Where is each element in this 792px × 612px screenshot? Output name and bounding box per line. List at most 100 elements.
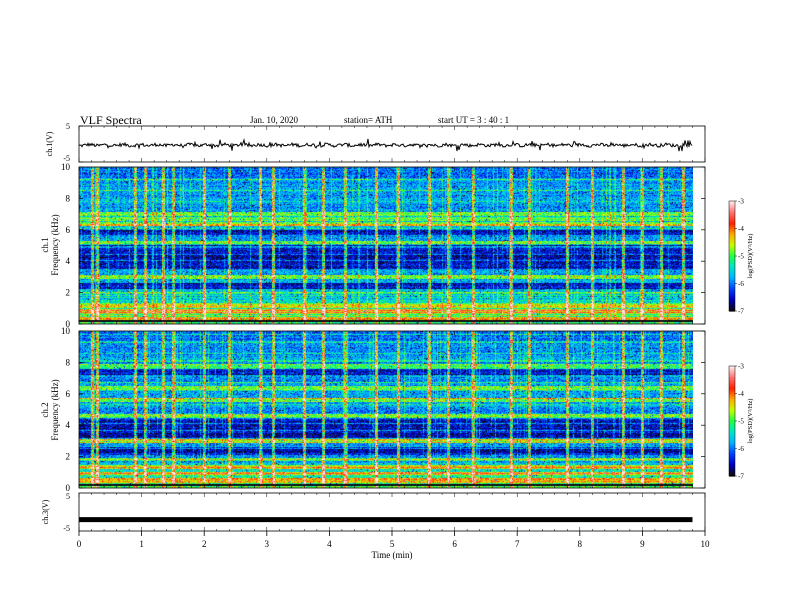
freq-tick-label: 0 xyxy=(66,483,71,493)
freq-tick-label: 2 xyxy=(66,452,71,462)
colorbar-segment xyxy=(729,276,735,279)
colorbar-segment xyxy=(729,454,735,457)
ch3-ytick-top: 5 xyxy=(66,492,70,501)
ch2-spectrogram-ylabel-channel: ch.2 xyxy=(40,402,50,417)
colorbar-segment xyxy=(729,292,735,296)
colorbar-tick-label: -3 xyxy=(738,198,744,206)
freq-tick-label: 4 xyxy=(66,420,71,430)
colorbar-segment xyxy=(729,457,735,461)
colorbar-segment xyxy=(729,296,735,299)
ch1-spectrogram-ylabel-channel: ch.1 xyxy=(40,237,50,252)
colorbar-segment xyxy=(729,232,735,235)
colorbar-segment xyxy=(729,450,735,453)
time-tick-label: 6 xyxy=(452,539,457,549)
colorbar-segment xyxy=(729,424,735,428)
time-tick-label: 10 xyxy=(701,539,711,549)
ch1-waveform-ylabel: ch.1(V) xyxy=(45,131,54,156)
colorbar-segment xyxy=(729,419,735,422)
colorbar-segment xyxy=(729,228,735,231)
colorbar-segment xyxy=(729,443,735,446)
ch1-colorbar: -3 -4 -5 -6 -7 log(PSD)(V²/Hz) xyxy=(728,198,754,316)
colorbar-segment xyxy=(729,410,735,413)
colorbar-segment xyxy=(729,468,735,472)
ch1-spectrogram-ylabel-freq: Frequency (kHz) xyxy=(50,214,60,275)
colorbar-segment xyxy=(729,290,735,294)
ch2-colorbar: -3 -4 -5 -6 -7 log(PSD)(V²/Hz) xyxy=(728,363,754,481)
colorbar-segment xyxy=(729,415,735,418)
ch1-ytick-top: 5 xyxy=(66,122,70,131)
ch1-spectrogram-panel: 0 2 4 6 8 10 ch.1 Frequency (kHz) xyxy=(40,162,706,329)
colorbar-segment xyxy=(729,446,735,450)
colorbar-segment xyxy=(729,208,735,211)
colorbar-segment xyxy=(729,252,735,255)
time-tick-label: 5 xyxy=(390,539,395,549)
ch3-waveform-frame xyxy=(78,492,706,532)
colorbar-segment xyxy=(729,421,735,424)
colorbar-label: log(PSD)(V²/Hz) xyxy=(747,234,754,279)
colorbar-segment xyxy=(729,371,735,374)
station-label: station= ATH xyxy=(344,115,393,125)
ch1-waveform-panel: 5 -5 ch.1(V) xyxy=(45,122,706,163)
colorbar-segment xyxy=(729,245,735,248)
colorbar-tick-label: -4 xyxy=(738,225,744,233)
colorbar-segment xyxy=(729,373,735,376)
colorbar-segment xyxy=(729,452,735,455)
colorbar-tick-label: -6 xyxy=(738,445,744,453)
colorbar-segment xyxy=(729,219,735,222)
colorbar-segment xyxy=(729,300,735,303)
freq-tick-label: 4 xyxy=(66,256,71,266)
colorbar-segment xyxy=(729,210,735,213)
colorbar-segment xyxy=(729,417,735,420)
colorbar-segment xyxy=(729,439,735,442)
colorbar-segment xyxy=(729,466,735,470)
colorbar-segment xyxy=(729,441,735,444)
colorbar-segment xyxy=(729,202,735,206)
time-tick-label: 7 xyxy=(515,539,520,549)
colorbar-segment xyxy=(729,217,735,220)
colorbar-segment xyxy=(729,388,735,391)
colorbar-segment xyxy=(729,432,735,435)
colorbar-segment xyxy=(729,455,735,459)
colorbar-segment xyxy=(729,437,735,440)
colorbar-segment xyxy=(729,265,735,268)
colorbar-segment xyxy=(729,230,735,233)
colorbar-segment xyxy=(729,397,735,400)
colorbar-segment xyxy=(729,239,735,242)
colorbar-segment xyxy=(729,389,735,393)
colorbar-segment xyxy=(729,272,735,275)
colorbar-segment xyxy=(729,270,735,274)
colorbar-segment xyxy=(729,391,735,395)
ch2-spectrogram-image xyxy=(79,331,693,488)
colorbar-segment xyxy=(729,215,735,219)
colorbar-segment xyxy=(729,234,735,237)
colorbar-segment xyxy=(729,408,735,411)
colorbar-segment xyxy=(729,201,735,204)
colorbar-segment xyxy=(729,224,735,228)
colorbar-segment xyxy=(729,213,735,217)
colorbar-tick-label: -7 xyxy=(738,308,744,316)
colorbar-segment xyxy=(729,433,735,437)
colorbar-segment xyxy=(729,309,735,312)
colorbar-segment xyxy=(729,422,735,426)
ch1-ytick-bottom: -5 xyxy=(63,154,70,163)
ch3-ytick-bottom: -5 xyxy=(63,524,70,533)
colorbar-segment xyxy=(729,384,735,387)
colorbar-segment xyxy=(729,305,735,308)
ch1-spectrogram-image xyxy=(79,167,693,324)
colorbar-segment xyxy=(729,263,735,266)
colorbar-segment xyxy=(729,267,735,270)
colorbar-segment xyxy=(729,386,735,389)
ch3-waveform-panel: 5 -5 ch.3(V) xyxy=(41,492,706,533)
colorbar-segment xyxy=(729,378,735,382)
freq-tick-label: 0 xyxy=(66,319,71,329)
colorbar-segment xyxy=(729,406,735,409)
colorbar-segment xyxy=(729,413,735,417)
freq-tick-label: 10 xyxy=(61,326,71,336)
colorbar-segment xyxy=(729,395,735,398)
time-tick-label: 4 xyxy=(327,539,332,549)
colorbar-segment xyxy=(729,474,735,477)
colorbar-segment xyxy=(729,294,735,297)
colorbar-tick-label: -6 xyxy=(738,280,744,288)
colorbar-segment xyxy=(729,221,735,224)
